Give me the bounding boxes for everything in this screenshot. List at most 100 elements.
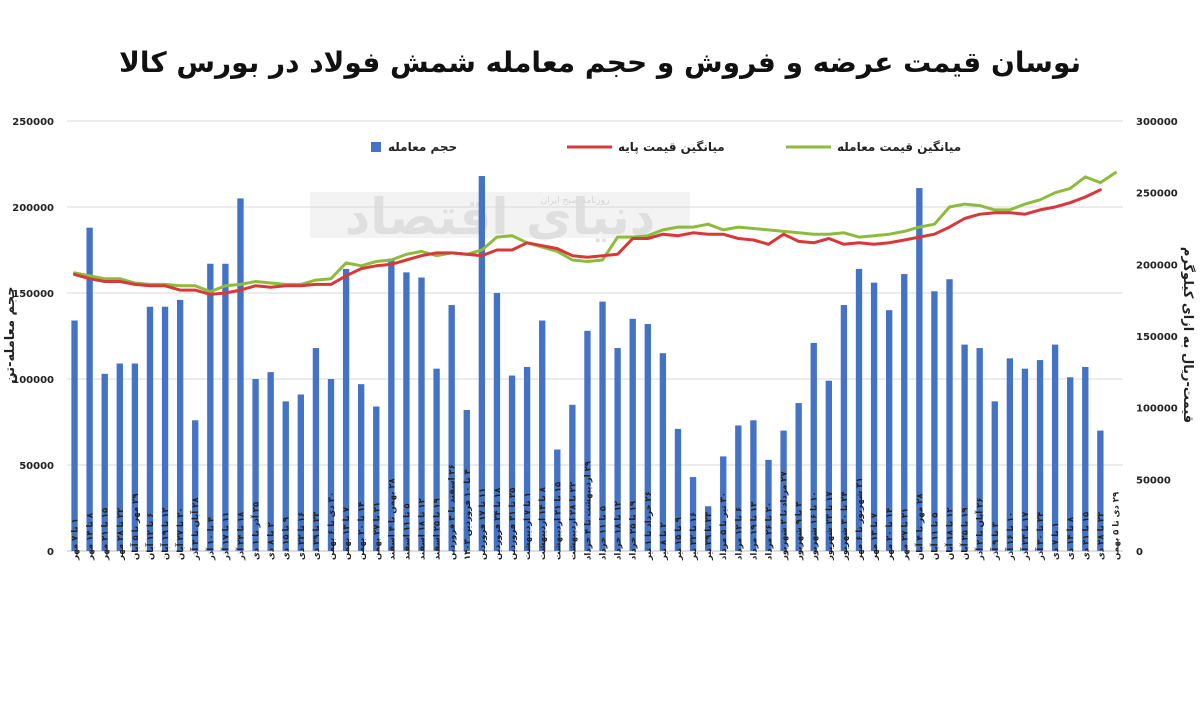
x-tick-label: ۲۸ بهمن تا ۴ اسفند <box>387 477 397 560</box>
x-tick-label: ۱۵ تا ۲۱ مهر <box>101 508 111 561</box>
volume-bar <box>86 227 93 551</box>
x-tick-label: ۱۸ تا ۲۴ آذر <box>235 511 247 561</box>
volume-bar <box>1021 368 1029 551</box>
volume-bar <box>901 274 908 551</box>
x-tick-label: ۳۰ تیر تا ۵ مرداد <box>719 492 729 560</box>
volume-bar <box>539 320 546 551</box>
x-tick-label: ۳۱ شهریور تا ۶ مهر <box>855 477 865 561</box>
x-tick-label: ۸ تا ۱۴ اردیبهشت <box>538 486 548 560</box>
volume-bar <box>599 301 606 551</box>
x-tick-label: ۱۰ تا ۱۶ آذر <box>1004 512 1016 561</box>
volume-bar <box>297 394 304 551</box>
chart-title: نوسان قیمت عرضه و فروش و حجم معامله شمش … <box>119 46 1081 79</box>
volume-bar <box>584 330 591 551</box>
legend: حجم معامله میانگین قیمت پایه میانگین قیم… <box>371 140 961 154</box>
y-tick-right: 0 <box>1136 547 1143 558</box>
volume-bar <box>448 305 455 551</box>
volume-bar <box>1051 344 1059 551</box>
volume-bar <box>780 430 787 551</box>
volume-bar <box>870 282 878 551</box>
volume-bar <box>312 348 320 551</box>
volume-bar <box>161 306 169 551</box>
x-tick-label: ۲۵ تا ۳۱ فروردین <box>508 488 518 560</box>
x-tick-label: ۱۱ تا ۱۷ فروردین <box>478 488 488 560</box>
deal-price-line <box>73 171 1117 294</box>
x-tick-label: ۱۲ تا ۱۸ اسفند <box>418 497 428 560</box>
price-lines <box>73 171 1117 296</box>
y-tick-right: 300000 <box>1136 117 1178 128</box>
y-tick-left: 150000 <box>12 289 54 300</box>
volume-bar <box>810 342 817 551</box>
volume-bar <box>855 268 863 551</box>
volume-bar <box>116 363 123 551</box>
volume-bar <box>418 277 425 551</box>
x-tick-label: ۴ تا ۱۰ آذر <box>204 517 216 561</box>
x-tick-label: ۱۵ تا ۲۱ اردیبهشت <box>553 482 563 560</box>
volume-bar <box>252 379 259 551</box>
x-tick-label: ۲۳ تا ۲۹ تیر <box>704 511 714 561</box>
legend-label-deal-price: میانگین قیمت معامله <box>837 140 961 154</box>
y-tick-left: 100000 <box>12 375 54 386</box>
x-tick-label: ۲۹ مهر تا ۵ آبان <box>129 493 141 560</box>
x-tick-label: ۱۹ تا ۲۵ اسفند <box>433 497 443 560</box>
x-tick-label: ۴ تا ۱۰ فروردین ۱۴۰۳ <box>463 469 473 560</box>
volume-bar <box>327 379 335 551</box>
legend-label-base-price: میانگین قیمت پایه <box>618 140 725 154</box>
x-tick-label: ۲۱ تا ۲۷ بهمن <box>372 502 382 560</box>
volume-bar <box>478 176 486 552</box>
x-tick-label: ۲ تا ۸ تیر <box>659 522 669 561</box>
x-tick-label: ۲۶ اسفند تا ۳ فروردین <box>448 464 458 560</box>
volume-bar <box>976 348 983 551</box>
volume-bar <box>463 409 470 551</box>
x-axis-ticks: ۱ تا ۷ مهر ۸ تا ۱۴ مهر ۱۵ تا ۲۱ مهر ۲۲ تا ۲… <box>71 460 1122 561</box>
x-tick-label: ۱۳ تا ۱۹ آبان <box>159 507 171 560</box>
volume-bar <box>267 372 274 551</box>
volume-bar <box>101 373 108 551</box>
volume-bar <box>1036 360 1044 551</box>
volume-bar <box>493 293 501 551</box>
x-tick-label: ۱۵ تا ۲۱ دی <box>1081 512 1091 560</box>
right-axis-ticks: 0 50000 100000 150000 200000 250000 300000 <box>1136 117 1178 558</box>
volume-bar <box>1082 366 1089 551</box>
y-tick-left: 250000 <box>12 117 54 128</box>
volume-bar <box>931 291 938 551</box>
volume-bar <box>644 323 651 551</box>
volume-bar <box>720 456 727 551</box>
y-tick-left: 0 <box>47 547 54 558</box>
volume-bar <box>886 310 893 551</box>
y-tick-left: 200000 <box>12 203 54 214</box>
y-tick-right: 100000 <box>1136 404 1178 415</box>
volume-bar <box>1006 358 1014 551</box>
x-tick-label: ۵ تا ۱۱ خرداد <box>599 506 609 560</box>
x-tick-label: ۵ تا ۱۱ آبان <box>928 513 940 560</box>
volume-bar <box>840 305 848 551</box>
x-tick-label: ۱۷ تا ۲۳ شهریور <box>825 490 835 561</box>
volume-bar <box>358 384 365 551</box>
volume-bar <box>554 449 561 551</box>
x-tick-label: ۲۱ تا ۲۷ مهر <box>900 508 910 561</box>
y-tick-left: 50000 <box>19 461 54 472</box>
x-tick-label: ۳ تا ۹ شهریور <box>795 501 805 561</box>
volume-bar <box>146 306 154 551</box>
y-tick-right: 150000 <box>1136 332 1178 343</box>
volume-bar <box>1067 377 1074 551</box>
y-tick-right: 200000 <box>1136 260 1178 271</box>
x-tick-label: ۲۸ مهر تا ۴ آبان <box>913 493 925 560</box>
x-tick-label: ۱۶ تا ۲۲ دی <box>297 512 307 560</box>
x-tick-label: ۱۰ تا ۱۶ شهریور <box>810 491 820 561</box>
x-tick-label: ۹ تا ۱۵ دی <box>282 516 292 560</box>
x-tick-label: ۱۲ تا ۱۸ آبان <box>944 507 956 560</box>
x-tick-label: ۲۴ تا ۳۰ آذر <box>1034 512 1046 561</box>
volume-bars <box>71 176 1104 552</box>
y-axis-left-label: حجم معامله-تن <box>3 287 18 384</box>
x-tick-label: ۱۸ تا ۲۴ فروردین <box>493 487 503 560</box>
volume-bar <box>71 320 78 551</box>
x-tick-label: ۶ تا ۱۲ آبان <box>144 513 156 560</box>
volume-bar <box>735 425 742 551</box>
x-tick-label: ۸ تا ۱۴ مهر <box>86 512 96 561</box>
x-tick-label: ۲۲ تا ۲۸ دی <box>1096 511 1106 560</box>
volume-bar <box>1097 430 1104 551</box>
volume-bar <box>192 420 199 551</box>
volume-bar <box>765 459 772 551</box>
